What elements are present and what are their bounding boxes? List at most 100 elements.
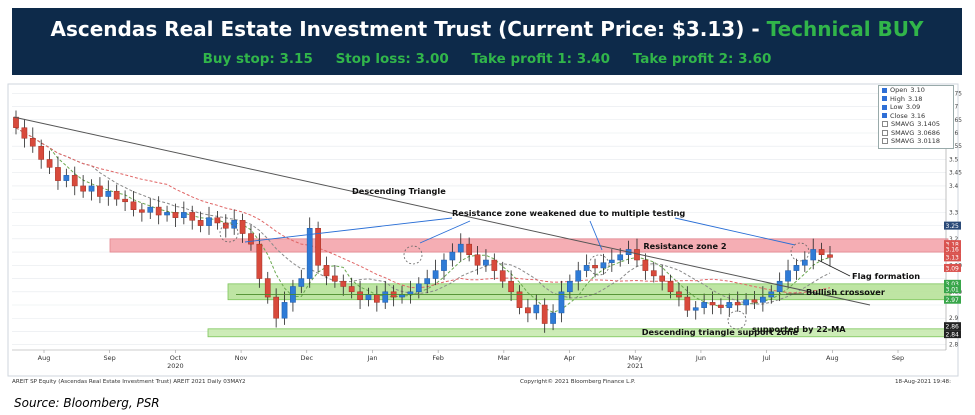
candle-body-50 <box>432 270 439 279</box>
candle-body-60 <box>516 291 523 308</box>
legend-value: 3.09 <box>905 103 921 112</box>
candle-body-31 <box>273 296 279 319</box>
legend-label: SMAVG <box>891 137 915 146</box>
candle-body-68 <box>583 265 590 271</box>
x-tick-label-0: Aug <box>38 354 51 362</box>
title-banner: Ascendas Real Estate Investment Trust (C… <box>12 8 962 75</box>
candle-body-96 <box>818 249 825 255</box>
candle-body-30 <box>264 278 271 298</box>
candle-body-86 <box>734 302 741 306</box>
candle-body-1 <box>21 127 28 139</box>
price-tag-3 <box>944 253 961 262</box>
candle-body-3 <box>38 145 45 160</box>
candle-body-2 <box>29 138 36 147</box>
candle-body-4 <box>46 159 53 168</box>
price-tag-label-5: 3.03 <box>946 281 960 288</box>
candle-body-70 <box>600 262 607 269</box>
title-main: Ascendas Real Estate Investment Trust (C… <box>50 17 760 41</box>
legend-swatch <box>882 104 887 110</box>
legend-swatch <box>882 113 887 119</box>
annotation-descending-triangle: Descending Triangle <box>352 186 446 196</box>
candle-body-52 <box>449 251 456 261</box>
candle-body-24 <box>214 217 221 224</box>
candle-body-49 <box>424 278 431 285</box>
stop-loss-label: Stop loss: 3.00 <box>335 51 449 67</box>
candle-body-62 <box>533 304 540 314</box>
candle-body-69 <box>592 265 598 269</box>
price-chart: Resistance zone 2 Descending triangle sup… <box>7 83 962 385</box>
price-tag-label-9: 2.84 <box>946 331 960 338</box>
arrow-line-3 <box>589 220 603 251</box>
candle-body-89 <box>760 296 766 303</box>
highlight-circle-1 <box>403 245 423 265</box>
year-label-0: 2020 <box>167 362 184 370</box>
candle-body-59 <box>508 280 514 293</box>
candle-body-41 <box>357 291 363 300</box>
candle-body-92 <box>785 270 791 282</box>
highlight-circle-0 <box>219 223 239 243</box>
candle-body-78 <box>667 280 674 293</box>
candle-body-97 <box>827 254 833 258</box>
candle-body-83 <box>709 302 716 306</box>
legend-value: 3.10 <box>910 86 925 95</box>
candle-body-14 <box>130 201 137 210</box>
price-tag-5 <box>944 279 961 288</box>
price-tag-label-0: 3.25 <box>946 223 960 230</box>
chart-footer: AREIT SP Equity (Ascendas Real Estate In… <box>12 378 951 385</box>
legend-value: 3.18 <box>907 94 923 103</box>
candle-body-35 <box>306 228 313 279</box>
price-tag-9 <box>944 330 961 339</box>
candle-body-56 <box>483 259 489 266</box>
candle-body-37 <box>323 265 330 277</box>
legend-label: SMAVG <box>891 120 915 129</box>
price-tag-label-6: 3.01 <box>946 286 960 293</box>
candle-body-12 <box>113 190 120 200</box>
candle-body-22 <box>197 220 204 226</box>
candle-body-57 <box>491 259 498 271</box>
candle-body-34 <box>298 278 305 287</box>
candle-body-93 <box>793 265 800 271</box>
arrow-line-1 <box>244 217 453 243</box>
candle-body-9 <box>88 185 95 192</box>
candle-body-76 <box>650 270 657 277</box>
legend-swatch <box>882 96 887 102</box>
descending-trendline <box>13 116 871 306</box>
x-tick-label-9: May <box>629 354 643 362</box>
candle-body-7 <box>71 175 78 187</box>
y-tick-label-8: 3.2 <box>949 237 959 243</box>
candle-body-85 <box>726 302 733 308</box>
candle-body-94 <box>801 259 808 266</box>
legend-item: High 3.18 <box>879 95 953 104</box>
legend-swatch <box>882 87 887 93</box>
legend-item: SMAVG 3.0118 <box>879 137 953 146</box>
ma-line-0 <box>15 127 831 313</box>
legend-item: SMAVG 3.0686 <box>879 129 953 138</box>
price-tag-8 <box>944 322 961 331</box>
x-tick-label-13: Sep <box>892 354 904 362</box>
arrow-line-2 <box>419 220 471 244</box>
legend-value: 3.0118 <box>917 137 940 146</box>
footer-right: 18-Aug-2021 19:48: <box>895 379 951 385</box>
candle-body-95 <box>810 249 817 261</box>
price-tag-6 <box>944 285 961 294</box>
legend-swatch <box>882 121 888 128</box>
candle-body-20 <box>180 212 187 218</box>
candle-body-17 <box>155 206 162 216</box>
x-tick-label-2: Oct <box>170 354 182 362</box>
legend-label: Close <box>890 111 908 120</box>
trade-levels: Buy stop: 3.15 Stop loss: 3.00 Take prof… <box>12 51 962 67</box>
legend-item: Open 3.10 <box>879 86 953 95</box>
candle-body-75 <box>642 259 649 271</box>
annotations: Descending Triangle Resistance zone weake… <box>219 186 920 334</box>
candle-body-5 <box>55 167 61 181</box>
candle-body-40 <box>348 286 355 293</box>
price-tag-2 <box>944 245 961 254</box>
highlight-circle-4 <box>727 310 747 330</box>
footer-center: Copyright© 2021 Bloomberg Finance L.P. <box>520 378 635 385</box>
candle-body-16 <box>147 206 154 213</box>
trendlines <box>13 116 880 306</box>
candle-body-71 <box>608 259 615 263</box>
x-tick-label-4: Dec <box>300 354 313 362</box>
legend-item: Low 3.09 <box>879 103 953 112</box>
title-signal: Technical BUY <box>766 17 924 41</box>
